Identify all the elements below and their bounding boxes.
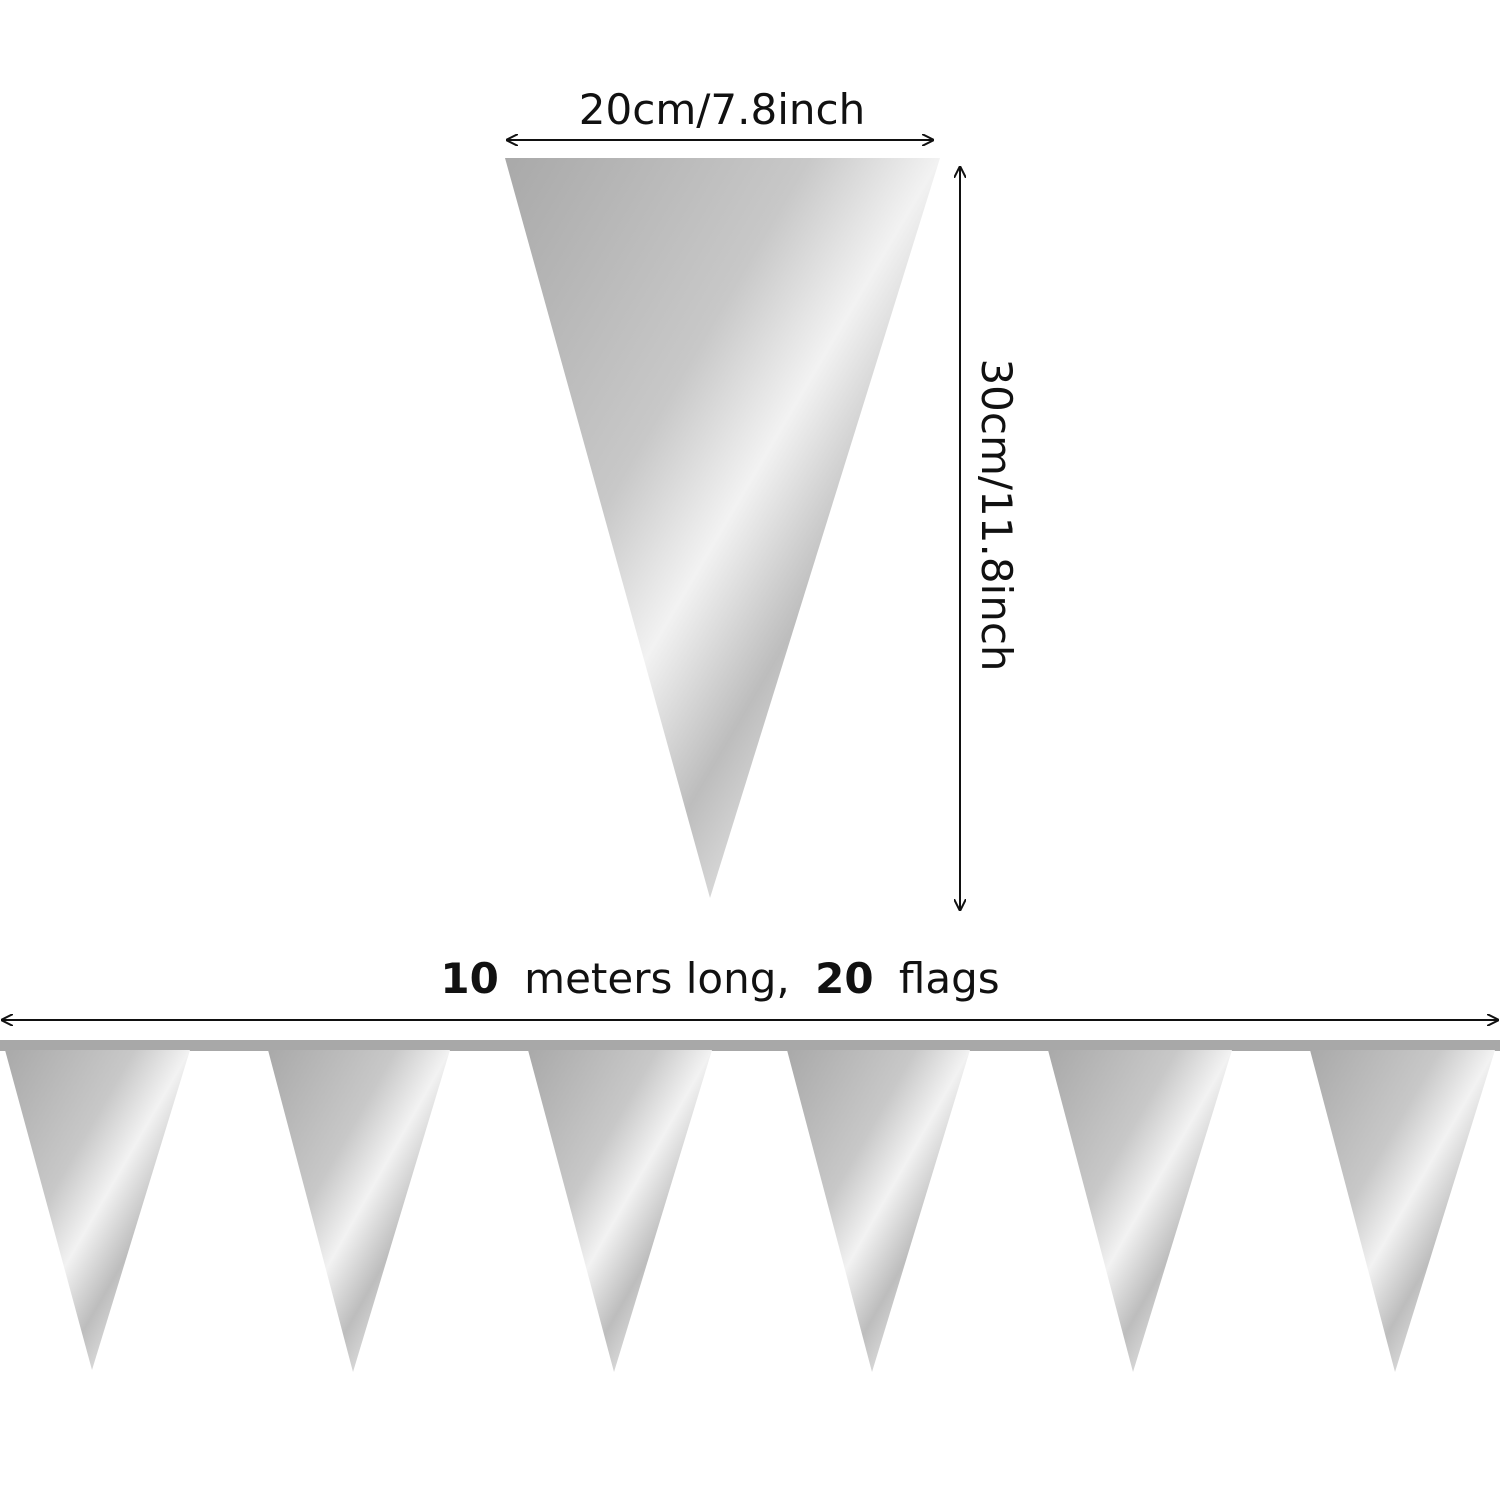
flag [787,1050,970,1372]
width-label: 20cm/7.8inch [579,85,865,134]
flags-count: 20 [815,954,873,1003]
meters-count: 10 [440,954,498,1003]
flags-text: flags [899,954,1000,1003]
flag [1310,1050,1495,1372]
meters-text: meters long, [524,954,790,1003]
bunting-rope [0,1040,1500,1051]
flag-large [505,158,940,898]
height-label: 30cm/11.8inch [972,358,1021,671]
flag [528,1050,712,1372]
length-label: 10 meters long, 20 flags [440,954,999,1003]
flag [268,1050,450,1372]
flag [1048,1050,1232,1372]
bunting-flags [5,1050,1495,1372]
flag [5,1050,190,1370]
